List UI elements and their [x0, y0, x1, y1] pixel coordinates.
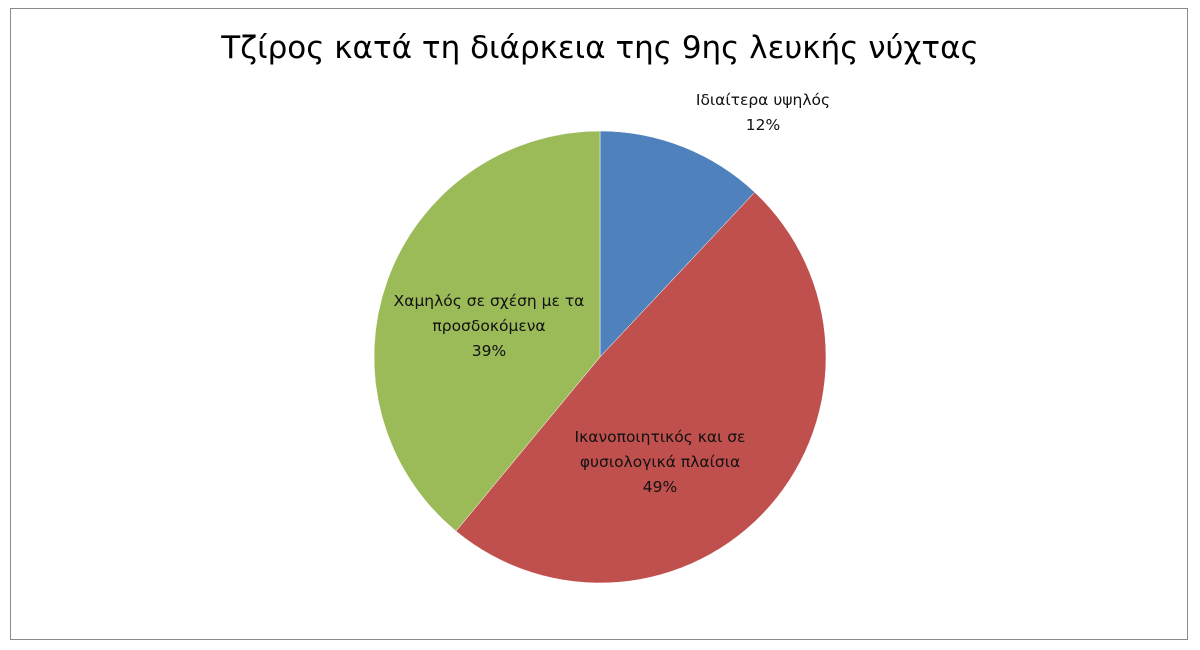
pie-slice-1: [599, 130, 756, 358]
chart-title: Τζίρος κατά τη διάρκεια της 9ης λευκής ν…: [221, 30, 979, 66]
data-label-percent: 12%: [745, 116, 781, 134]
data-label-category: Ιδιαίτερα υψηλός: [695, 91, 831, 109]
data-label-percent: 39%: [471, 342, 507, 360]
chart-frame: [10, 8, 1188, 640]
pie-slice-2: [455, 191, 827, 584]
data-label-category: Χαμηλός σε σχέση με τα προσδοκόμενα: [393, 292, 585, 335]
data-label-2: Ικανοποιητικός και σε φυσιολογικά πλαίσι…: [545, 425, 775, 500]
data-label-category: Ικανοποιητικός και σε φυσιολογικά πλαίσι…: [574, 428, 746, 471]
data-label-3: Χαμηλός σε σχέση με τα προσδοκόμενα 39%: [364, 289, 614, 364]
pie-slice-3: [373, 130, 601, 532]
data-label-percent: 49%: [642, 478, 678, 496]
data-label-1: Ιδιαίτερα υψηλός 12%: [653, 88, 873, 138]
